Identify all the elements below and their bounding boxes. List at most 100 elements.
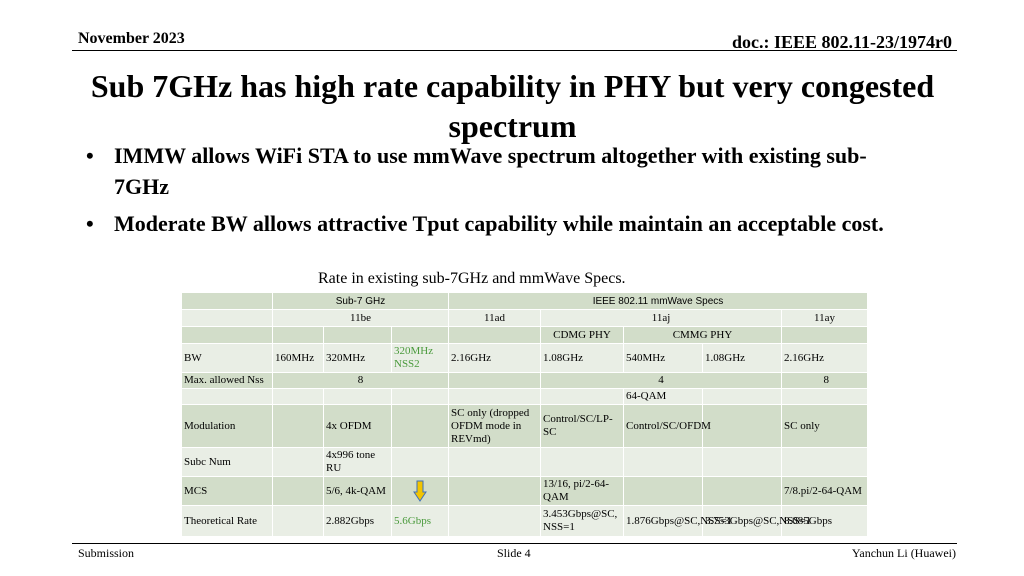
table-cell <box>448 476 541 506</box>
table-cell <box>448 447 541 477</box>
table-row: Sub-7 GHz IEEE 802.11 mmWave Specs <box>181 292 868 310</box>
table-cell: 540MHz <box>623 343 703 373</box>
table-cell: 160MHz <box>272 343 324 373</box>
row-label-bw: BW <box>181 343 273 373</box>
table-cell: 64-QAM <box>623 388 703 405</box>
table-cell: 1.08GHz <box>702 343 782 373</box>
bullet-text: Moderate BW allows attractive Tput capab… <box>114 211 884 236</box>
std-11be-header: 11be <box>272 309 449 327</box>
table-cell <box>323 326 392 344</box>
row-label-nss: Max. allowed Nss <box>181 372 273 389</box>
table-cell: SC only (dropped OFDM mode in REVmd) <box>448 404 541 448</box>
table-cell <box>781 388 868 405</box>
table-cell <box>272 505 324 537</box>
footer-left: Submission <box>78 546 135 560</box>
table-cell <box>781 326 868 344</box>
table-row: CDMG PHY CMMG PHY <box>181 326 868 344</box>
table-cell: 4 <box>540 372 782 389</box>
table-cell: 4x OFDM <box>323 404 392 448</box>
slide-number: Slide 4 <box>497 546 531 560</box>
table-cell <box>181 388 273 405</box>
table-cell: 1.08GHz <box>540 343 624 373</box>
footer-divider <box>72 543 957 544</box>
slide-title: Sub 7GHz has high rate capability in PHY… <box>90 68 935 144</box>
table-cell <box>623 447 703 477</box>
table-cell <box>323 388 392 405</box>
group-sub7-header: Sub-7 GHz <box>272 292 449 310</box>
table-cell <box>448 372 541 389</box>
row-label-mcs: MCS <box>181 476 273 506</box>
group-mmwave-header: IEEE 802.11 mmWave Specs <box>448 292 868 310</box>
row-label-modulation: Modulation <box>181 404 273 448</box>
table-row: 11be 11ad 11aj 11ay <box>181 309 868 327</box>
table-cell: 13/16, pi/2-64-QAM <box>540 476 624 506</box>
table-row: Subc Num 4x996 tone RU <box>181 447 868 477</box>
table-cell: 3.753Gbps@SC,NSS=1 <box>702 505 811 537</box>
table-cell <box>272 404 324 448</box>
cdmg-phy-header: CDMG PHY <box>540 326 624 344</box>
table-cell <box>623 476 703 506</box>
table-cell: 8 <box>272 372 449 389</box>
table-row: Modulation 4x OFDM SC only (dropped OFDM… <box>181 404 868 448</box>
table-cell: 3.453Gbps@SC, NSS=1 <box>540 505 624 537</box>
table-cell <box>702 447 782 477</box>
table-cell: 4x996 tone RU <box>323 447 392 477</box>
table-cell <box>272 447 324 477</box>
table-cell <box>540 388 624 405</box>
table-cell: 320MHz <box>323 343 392 373</box>
table-cell: 2.882Gbps <box>323 505 392 537</box>
std-11aj-header: 11aj <box>540 309 782 327</box>
table-cell: 8.085Gbps <box>781 505 868 537</box>
table-cell: 5/6, 4k-QAM <box>323 476 392 506</box>
table-caption: Rate in existing sub-7GHz and mmWave Spe… <box>318 270 626 287</box>
bullet-text: IMMW allows WiFi STA to use mmWave spect… <box>114 143 867 199</box>
table-row: 64-QAM <box>181 388 868 405</box>
table-cell: Control/SC/OFDM <box>623 404 711 448</box>
table-row: Theoretical Rate 2.882Gbps 5.6Gbps 3.453… <box>181 505 868 537</box>
table-cell <box>181 292 273 310</box>
row-label-rate: Theoretical Rate <box>181 505 273 537</box>
bullet-item: • IMMW allows WiFi STA to use mmWave spec… <box>84 140 884 202</box>
table-row: Max. allowed Nss 8 4 8 <box>181 372 868 389</box>
table-cell <box>181 309 273 327</box>
std-11ay-header: 11ay <box>781 309 868 327</box>
bullet-icon: • <box>86 211 94 236</box>
table-row: BW 160MHz 320MHz 320MHz NSS2 2.16GHz 1.0… <box>181 343 868 373</box>
std-11ad-header: 11ad <box>448 309 541 327</box>
table-cell <box>702 388 782 405</box>
table-cell <box>702 476 782 506</box>
table-cell-highlight: 320MHz NSS2 <box>391 343 449 373</box>
table-cell <box>391 326 449 344</box>
table-cell <box>272 326 324 344</box>
footer-author: Yanchun Li (Huawei) <box>851 546 956 560</box>
table-cell <box>391 404 449 448</box>
table-cell: 1.876Gbps@SC,NSS=1 <box>623 505 732 537</box>
table-cell <box>540 447 624 477</box>
table-cell <box>181 326 273 344</box>
table-cell <box>448 326 541 344</box>
table-cell: Control/SC/LP-SC <box>540 404 624 448</box>
table-cell <box>448 505 541 537</box>
table-cell <box>781 447 868 477</box>
table-cell: 8 <box>781 372 868 389</box>
table-cell <box>272 476 324 506</box>
table-cell: SC only <box>781 404 868 448</box>
table-cell <box>391 447 449 477</box>
table-cell <box>391 476 449 506</box>
table-cell: 2.16GHz <box>781 343 868 373</box>
down-arrow-icon <box>413 480 427 502</box>
table-cell <box>391 388 449 405</box>
spec-table: Sub-7 GHz IEEE 802.11 mmWave Specs 11be … <box>181 292 868 537</box>
header-divider <box>72 50 957 51</box>
table-cell <box>448 388 541 405</box>
bullet-icon: • <box>86 143 94 168</box>
table-cell <box>702 404 782 448</box>
bullet-item: • Moderate BW allows attractive Tput capa… <box>84 208 884 239</box>
table-cell-highlight: 5.6Gbps <box>391 505 449 537</box>
bullet-list: • IMMW allows WiFi STA to use mmWave spec… <box>84 140 884 245</box>
header-doc-id: doc.: IEEE 802.11-23/1974r0 <box>731 32 952 52</box>
header-date: November 2023 <box>78 30 185 47</box>
row-label-subc: Subc Num <box>181 447 273 477</box>
table-row: MCS 5/6, 4k-QAM 13/16, pi/2-64-QAM 7/8.p… <box>181 476 868 506</box>
table-cell: 2.16GHz <box>448 343 541 373</box>
